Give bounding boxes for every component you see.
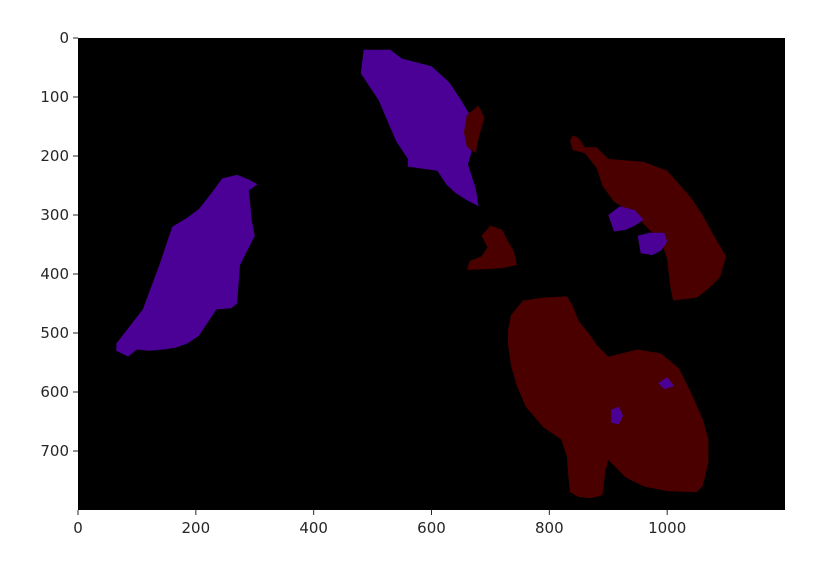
x-tick-label: 200 — [182, 519, 211, 537]
x-tick-label: 800 — [535, 519, 564, 537]
mask-region-5 — [608, 206, 644, 232]
y-tick-label: 400 — [40, 265, 69, 283]
mask-region-10 — [658, 377, 675, 390]
mask-region-2 — [360, 49, 479, 207]
mask-region-4 — [570, 135, 727, 301]
mask-region-8 — [508, 296, 709, 499]
x-tick-label: 1000 — [648, 519, 686, 537]
mask-region-6 — [637, 232, 668, 256]
mask-regions — [116, 49, 727, 499]
y-tick-label: 0 — [59, 29, 69, 47]
x-tick-label: 400 — [299, 519, 328, 537]
mask-region-3 — [463, 105, 485, 154]
mask-region-1 — [116, 174, 258, 357]
y-axis: 0 100 200 300 400 500 600 700 — [40, 29, 78, 460]
mask-region-7 — [466, 225, 517, 270]
y-tick-label: 200 — [40, 147, 69, 165]
mask-region-9 — [611, 406, 623, 425]
y-tick-label: 100 — [40, 88, 69, 106]
x-tick-label: 0 — [73, 519, 83, 537]
y-tick-label: 600 — [40, 383, 69, 401]
x-axis: 0 200 400 600 800 1000 — [73, 510, 686, 537]
y-tick-label: 700 — [40, 442, 69, 460]
y-tick-label: 500 — [40, 324, 69, 342]
x-tick-label: 600 — [417, 519, 446, 537]
y-tick-label: 300 — [40, 206, 69, 224]
